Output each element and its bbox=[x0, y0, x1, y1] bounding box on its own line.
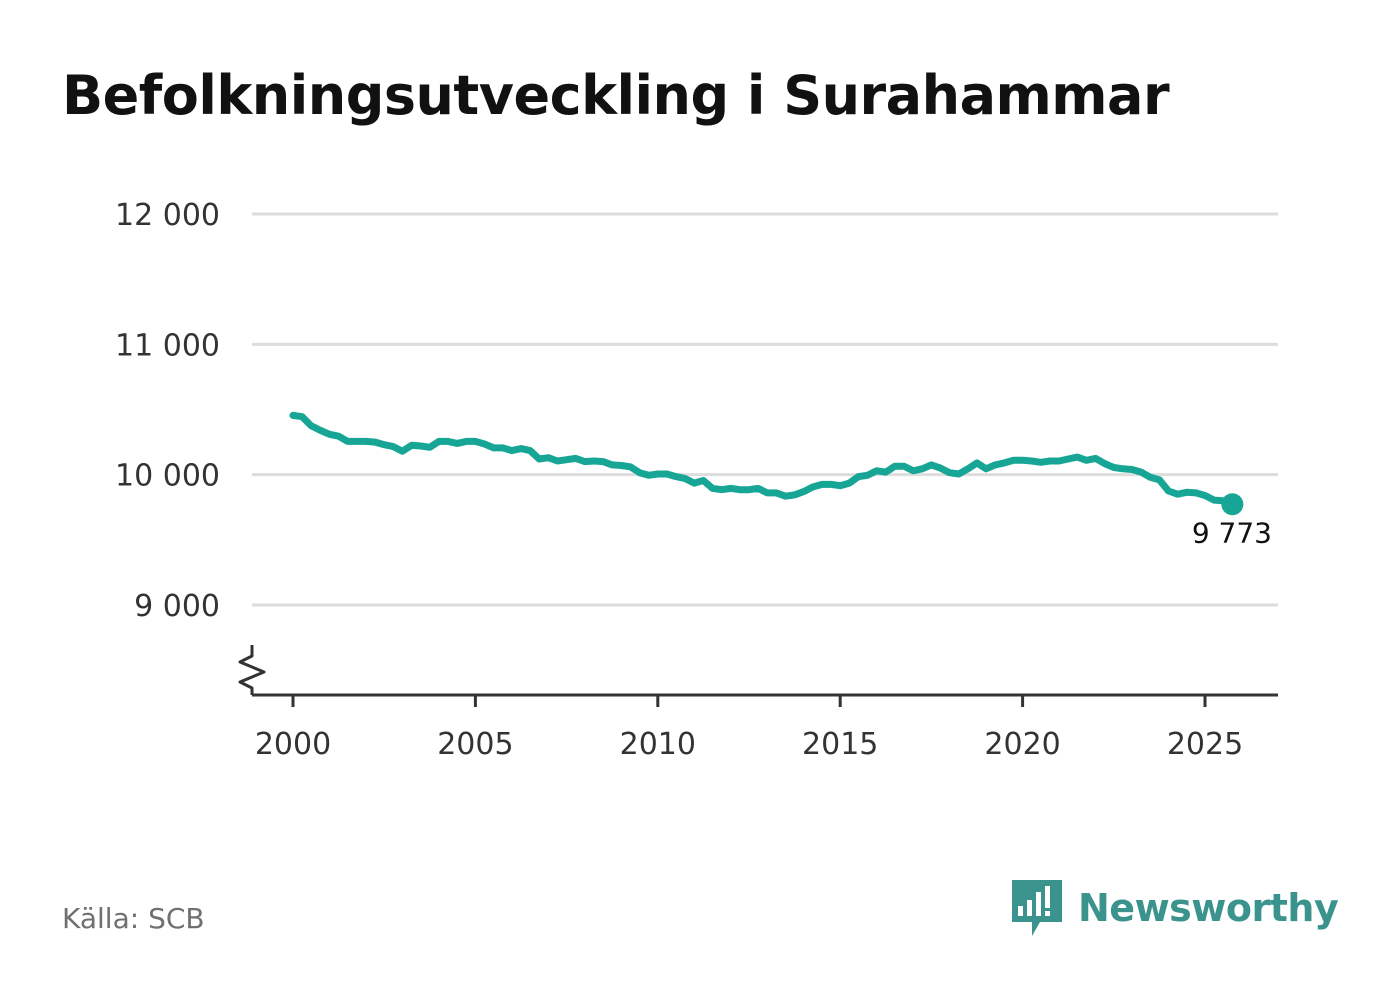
series-line-0 bbox=[289, 411, 1236, 508]
end-value-label: 9 773 bbox=[1192, 516, 1272, 549]
x-tick-label-2000: 2000 bbox=[255, 727, 331, 762]
y-tick-label-9000: 9 000 bbox=[134, 589, 220, 624]
x-tick-label-2020: 2020 bbox=[984, 727, 1060, 762]
x-tick-label-2005: 2005 bbox=[437, 727, 513, 762]
brand-logo: Newsworthy bbox=[1010, 878, 1339, 938]
series-layer: 9 773 bbox=[289, 411, 1272, 549]
y-tick-label-12000: 12 000 bbox=[115, 198, 220, 233]
y-axis-break-icon bbox=[238, 645, 266, 695]
y-tick-label-10000: 10 000 bbox=[115, 459, 220, 494]
brand-name: Newsworthy bbox=[1078, 886, 1339, 930]
x-tick-label-2015: 2015 bbox=[802, 727, 878, 762]
y-tick-label-11000: 11 000 bbox=[115, 328, 220, 363]
x-axis bbox=[238, 645, 1278, 697]
end-point-marker bbox=[1221, 493, 1244, 516]
chart-title: Befolkningsutveckling i Surahammar bbox=[62, 64, 1170, 127]
x-tick-label-2025: 2025 bbox=[1167, 727, 1243, 762]
gridlines bbox=[252, 212, 1278, 607]
source-note: Källa: SCB bbox=[62, 902, 205, 935]
x-axis-ticks: 2000 2005 2010 2015 2020 2025 bbox=[255, 695, 1243, 762]
y-axis-tick-labels: 9 000 10 000 11 000 12 000 bbox=[115, 198, 220, 624]
x-tick-label-2010: 2010 bbox=[620, 727, 696, 762]
newsworthy-logo-icon bbox=[1012, 880, 1062, 936]
